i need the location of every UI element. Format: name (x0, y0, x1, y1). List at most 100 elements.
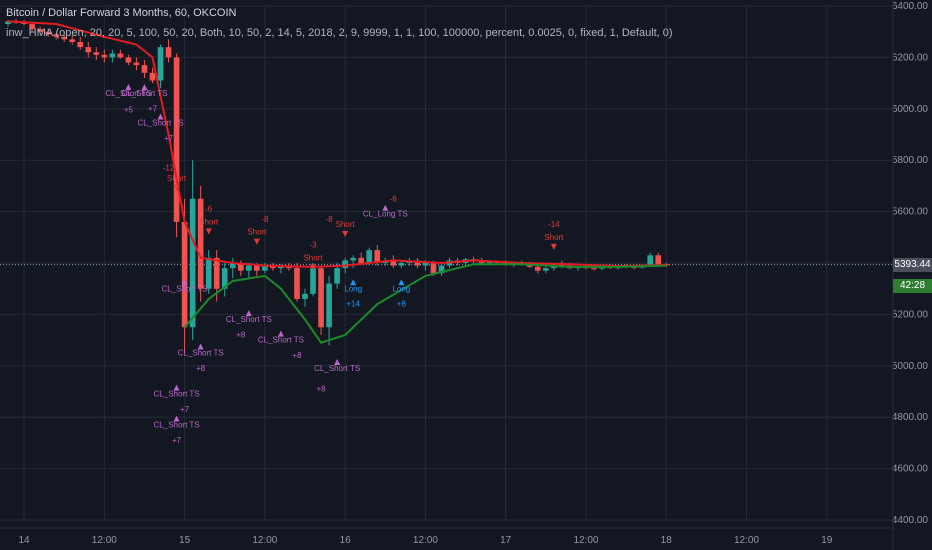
x-tick-label: 12:00 (413, 535, 438, 546)
candle-body (294, 268, 300, 299)
y-tick-label: 4800.00 (892, 412, 929, 423)
candle-body (318, 268, 324, 328)
candle-body (655, 255, 662, 265)
indicator-label: inw_HMA (open, 20, 20, 5, 100, 50, 20, B… (6, 27, 673, 39)
x-tick-label: 12:00 (252, 535, 277, 546)
signal-label: +14 (346, 300, 360, 309)
signal-up-arrow (197, 343, 204, 350)
x-tick-label: 18 (661, 535, 673, 546)
candle-body (101, 54, 108, 58)
candle-body (262, 265, 268, 271)
y-tick-label: 4600.00 (892, 464, 929, 475)
candle-body (77, 41, 84, 48)
candle-body (390, 260, 397, 266)
signal-label: +7 (148, 104, 158, 113)
signal-label: CL_Long TS (363, 210, 408, 219)
candle-body (69, 39, 76, 42)
candle-body (663, 264, 670, 266)
signal-label: +8 (196, 364, 206, 373)
candle-body (591, 268, 597, 270)
signal-up-arrow (173, 384, 180, 391)
x-tick-label: 16 (340, 535, 352, 546)
candle-body (350, 257, 356, 261)
signal-label: -3 (309, 241, 317, 250)
signal-up-arrow (181, 279, 188, 286)
candle-body (438, 265, 445, 274)
signal-label: -6 (205, 205, 213, 214)
chart-title: Bitcoin / Dollar Forward 3 Months, 60, O… (6, 7, 237, 19)
x-tick-label: 17 (500, 535, 512, 546)
signal-label: Short (199, 217, 219, 226)
signal-up-arrow (141, 83, 148, 90)
candle-body (157, 47, 164, 81)
candle-body (254, 265, 260, 271)
signal-down-arrow (550, 243, 557, 250)
candle-body (334, 268, 340, 284)
signal-down-arrow (205, 228, 212, 235)
signal-up-arrow (382, 204, 389, 211)
candle-body (189, 198, 196, 328)
signal-up-arrow (398, 279, 405, 286)
signal-label: CL_Short TS (121, 89, 167, 98)
candle-body (398, 263, 405, 266)
signal-label: -6 (390, 194, 398, 203)
candle-body (93, 52, 100, 55)
signal-label: +7 (180, 405, 190, 414)
x-tick-label: 15 (179, 535, 191, 546)
y-tick-label: 4400.00 (892, 515, 929, 526)
candle-body (85, 47, 92, 53)
candle-body (21, 22, 27, 24)
bar-countdown-badge: 42:28 (893, 278, 932, 293)
x-tick-label: 19 (821, 535, 833, 546)
signal-down-arrow (253, 238, 260, 245)
candle-body (125, 57, 132, 63)
signal-label: Short (167, 174, 187, 183)
candle-body (486, 261, 493, 263)
candle-body (302, 293, 308, 299)
candle-body (326, 283, 332, 328)
signal-label: CL_Short TS (154, 420, 200, 429)
signal-label: +8 (236, 331, 246, 340)
y-tick-label: 5800.00 (892, 155, 929, 166)
signal-label: +8 (292, 351, 302, 360)
y-tick-label: 6400.00 (892, 1, 929, 12)
y-tick-label: 5200.00 (892, 309, 929, 320)
candle-body (149, 72, 156, 81)
signal-up-arrow (277, 330, 284, 337)
signal-label: Short (336, 220, 356, 229)
candle-body (213, 257, 220, 289)
signal-down-arrow (310, 264, 317, 271)
candle-body (29, 23, 35, 30)
candle-body (117, 53, 124, 58)
signal-label: CL_Short TS (154, 390, 200, 399)
candle-body (246, 265, 252, 271)
candle-body (5, 21, 11, 24)
signal-label: CL_Short TS (137, 119, 183, 128)
signal-down-arrow (342, 231, 349, 238)
signal-up-arrow (125, 83, 132, 90)
candle-body (647, 255, 653, 266)
signal-label: +7 (164, 134, 174, 143)
candle-body (197, 198, 204, 289)
candle-body (173, 57, 180, 222)
signal-label: CL_Short TS (258, 336, 304, 345)
hma-line (7, 20, 667, 268)
signal-up-arrow (157, 113, 164, 120)
candle-body (61, 36, 68, 40)
signal-label: +5 (124, 106, 134, 115)
candle-body (221, 268, 228, 289)
x-tick-label: 12:00 (92, 535, 117, 546)
candle-body (237, 263, 244, 271)
signal-label: Long (392, 284, 410, 293)
signal-label: -8 (326, 215, 334, 224)
candle-body (342, 260, 348, 269)
candle-body (109, 53, 116, 58)
candle-body (366, 250, 373, 263)
signal-label: CL_Short TS (314, 364, 360, 373)
signal-label: CL_Short TS (178, 349, 224, 358)
candle-body (53, 34, 59, 37)
candle-body (414, 260, 421, 266)
signal-up-arrow (173, 415, 180, 422)
